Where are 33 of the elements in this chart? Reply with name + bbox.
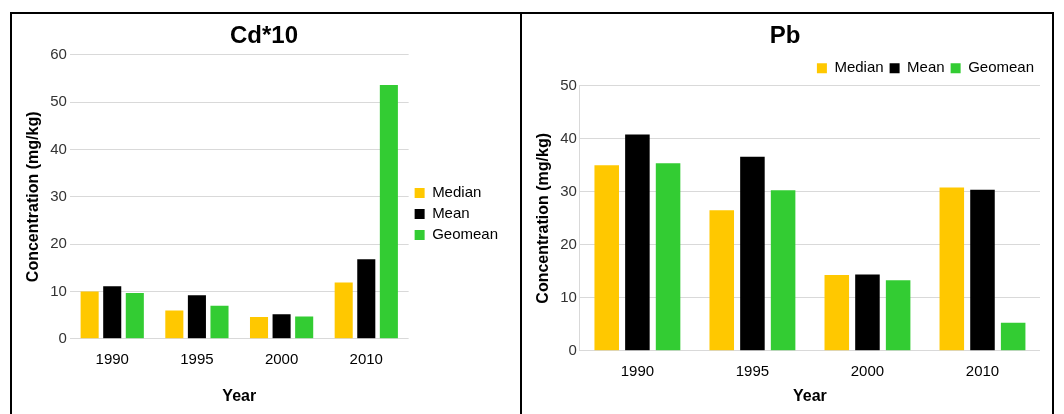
y-tick-label: 10	[560, 287, 577, 305]
y-tick-label: 0	[568, 340, 577, 358]
chart-title: Pb	[769, 21, 801, 49]
legend-label: Geomean	[968, 58, 1034, 76]
legend-label: Mean	[907, 58, 945, 76]
x-tick-label: 1995	[735, 361, 770, 379]
x-tick-label: 2010	[965, 361, 1000, 379]
y-tick-label: 50	[50, 92, 67, 110]
x-tick-label: 1990	[95, 349, 129, 367]
x-tick-label: 1990	[620, 361, 655, 379]
x-tick-label: 2000	[264, 349, 299, 367]
y-tick-label: 20	[560, 234, 577, 252]
y-tick-label: 30	[560, 181, 577, 199]
y-tick-label: 30	[50, 186, 67, 204]
y-tick-label: 10	[50, 281, 67, 299]
x-tick-label: 1995	[180, 349, 214, 367]
x-axis-title: Year	[222, 386, 257, 404]
y-tick-label: 20	[50, 234, 67, 252]
legend-label: Mean	[432, 204, 470, 222]
chart-title: Cd*10	[229, 21, 299, 49]
x-tick-label: 2010	[349, 349, 383, 367]
legend-label: Geomean	[432, 225, 498, 243]
y-tick-label: 40	[50, 139, 67, 157]
legend-label: Median	[432, 183, 482, 201]
y-axis-title: Concentration (mg/kg)	[24, 111, 42, 283]
y-tick-label: 50	[560, 75, 577, 93]
x-axis-title: Year	[793, 386, 827, 404]
y-tick-label: 40	[560, 128, 577, 146]
legend-label: Median	[834, 58, 884, 76]
y-axis-title: Concentration (mg/kg)	[534, 132, 552, 304]
y-tick-label: 0	[58, 328, 67, 346]
y-tick-label: 60	[50, 44, 67, 62]
x-tick-label: 2000	[850, 361, 885, 379]
